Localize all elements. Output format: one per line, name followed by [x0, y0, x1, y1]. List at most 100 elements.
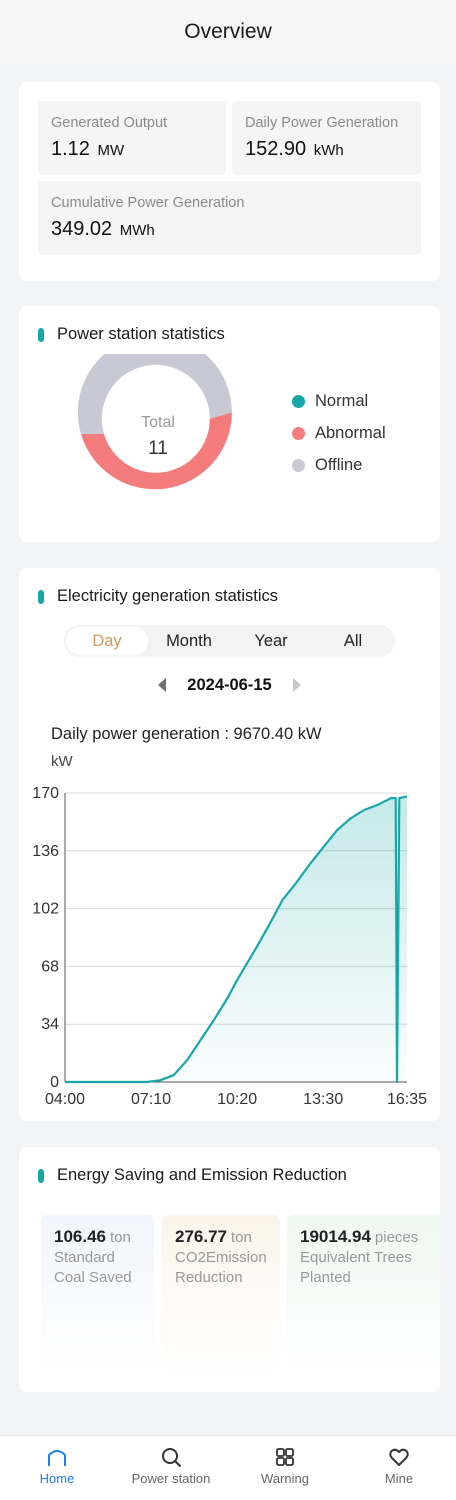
energy-trees-value-row: 19014.94 pieces [300, 1227, 427, 1247]
legend-item-offline: Offline [292, 456, 362, 475]
daily-generation-value: 152.90 [245, 138, 307, 160]
energy-co2-label-2: Reduction [175, 1269, 243, 1286]
station-stats-title: Power station statistics [57, 325, 225, 343]
energy-trees-label-2: Planted [300, 1269, 351, 1286]
station-stats-header: Power station statistics [38, 325, 225, 344]
y-tick-label: 136 [32, 843, 59, 860]
y-tick-label: 0 [50, 1074, 59, 1091]
legend-item-normal: Normal [292, 392, 368, 411]
daily-generation-value-row: 152.90 kWh [245, 138, 408, 161]
legend-dot-abnormal [292, 427, 305, 440]
energy-co2-value-row: 276.77 ton [175, 1227, 267, 1247]
legend-dot-normal [292, 395, 305, 408]
generated-output-value-row: 1.12 MW [51, 138, 213, 161]
energy-trees-value: 19014.94 [300, 1227, 371, 1246]
energy-item-coal: 106.46 ton Standard Coal Saved [41, 1215, 154, 1375]
energy-header: Energy Saving and Emission Reduction [38, 1166, 347, 1185]
next-date-arrow-icon[interactable] [292, 678, 301, 692]
daily-summary: Daily power generation : 9670.40 kW [51, 725, 322, 743]
energy-coal-unit: ton [110, 1229, 131, 1246]
energy-coal-label-2: Coal Saved [54, 1269, 132, 1286]
y-tick-label: 102 [32, 901, 59, 918]
electric-stats-title: Electricity generation statistics [57, 587, 279, 605]
electric-stats-card: Electricity generation statistics Day Mo… [19, 568, 440, 1121]
prev-date-arrow-icon[interactable] [158, 678, 167, 692]
daily-generation-box: Daily Power Generation 152.90 kWh [232, 101, 421, 175]
daily-generation-label: Daily Power Generation [245, 115, 399, 131]
nav-label-mine: Mine [384, 1471, 414, 1486]
daily-generation-unit: kWh [313, 142, 344, 159]
nav-item-warning[interactable]: Warning [228, 1446, 342, 1486]
donut-total-label: Total [141, 414, 175, 431]
energy-co2-value: 276.77 [175, 1227, 227, 1246]
generated-output-value: 1.12 [51, 138, 90, 160]
home-icon [48, 1450, 66, 1466]
x-tick-label: 10:20 [217, 1091, 257, 1108]
tab-year[interactable]: Year [254, 631, 288, 650]
nav-label-power-station: Power station [131, 1471, 211, 1486]
station-stats-card: Power station statistics Total 11 Normal… [19, 306, 440, 542]
cumulative-generation-value-row: 349.02 MWh [51, 218, 408, 241]
y-axis-unit: kW [51, 753, 73, 770]
station-donut-chart [78, 354, 232, 490]
energy-co2-label-1: CO2Emission [175, 1249, 267, 1266]
donut-slice-abnormal [81, 412, 232, 490]
x-tick-label: 13:30 [303, 1091, 343, 1108]
search-icon [162, 1448, 181, 1467]
section-marker [38, 589, 44, 604]
legend-label-offline: Offline [315, 456, 363, 474]
nav-item-power-station[interactable]: Power station [114, 1446, 228, 1486]
nav-label-warning: Warning [261, 1471, 309, 1486]
cumulative-generation-unit: MWh [119, 222, 155, 239]
generated-output-label: Generated Output [51, 115, 168, 131]
tab-day[interactable]: Day [66, 627, 148, 655]
legend-label-abnormal: Abnormal [315, 424, 386, 442]
legend-label-normal: Normal [315, 392, 369, 410]
nav-label-home: Home [39, 1471, 75, 1486]
overview-card: Generated Output 1.12 MW Daily Power Gen… [19, 82, 440, 281]
electric-stats-header: Electricity generation statistics [38, 587, 278, 606]
y-tick-label: 34 [41, 1016, 59, 1033]
donut-total-value: 11 [148, 438, 168, 459]
energy-co2-unit: ton [231, 1229, 252, 1246]
energy-trees-unit: pieces [374, 1229, 419, 1246]
energy-coal-value: 106.46 [54, 1227, 106, 1246]
section-marker [38, 1168, 44, 1183]
bottom-nav: Home Power station Warning Mine [0, 1435, 456, 1500]
y-tick-label: 68 [41, 958, 59, 975]
x-tick-label: 07:10 [131, 1091, 171, 1108]
energy-trees-label-1: Equivalent Trees [300, 1249, 412, 1266]
period-tabs: Day Month Year All [64, 625, 395, 657]
cumulative-generation-label: Cumulative Power Generation [51, 195, 245, 211]
cumulative-generation-box: Cumulative Power Generation 349.02 MWh [38, 181, 421, 255]
legend-item-abnormal: Abnormal [292, 424, 386, 443]
series-area-fill [65, 796, 407, 1082]
tab-month[interactable]: Month [166, 631, 212, 650]
energy-item-co2: 276.77 ton CO2Emission Reduction [162, 1215, 280, 1375]
grid-icon [276, 1448, 294, 1466]
energy-title: Energy Saving and Emission Reduction [57, 1166, 347, 1184]
tab-all[interactable]: All [343, 631, 363, 650]
legend-dot-offline [292, 459, 305, 472]
nav-item-home[interactable]: Home [0, 1446, 114, 1486]
page-title: Overview [184, 20, 272, 43]
cumulative-generation-value: 349.02 [51, 218, 113, 240]
x-tick-label: 04:00 [45, 1091, 85, 1108]
generated-output-box: Generated Output 1.12 MW [38, 101, 226, 175]
selected-date[interactable]: 2024-06-15 [187, 675, 272, 694]
energy-card: Energy Saving and Emission Reduction 106… [19, 1147, 440, 1392]
energy-item-trees: 19014.94 pieces Equivalent Trees Planted [287, 1215, 440, 1375]
energy-coal-value-row: 106.46 ton [54, 1227, 141, 1247]
generated-output-unit: MW [97, 142, 125, 159]
generation-area-chart: 0 34 68 102 136 170 04:00 07:10 10:20 13:30 16:35 [32, 785, 427, 1108]
section-marker [38, 327, 44, 342]
energy-coal-label-1: Standard [54, 1249, 115, 1266]
y-tick-label: 170 [32, 785, 59, 802]
heart-icon [389, 1448, 409, 1466]
nav-item-mine[interactable]: Mine [342, 1446, 456, 1486]
donut-slice-offline [78, 354, 232, 434]
x-tick-label: 16:35 [387, 1091, 427, 1108]
date-selector: 2024-06-15 [19, 673, 440, 697]
series-line [65, 795, 408, 1084]
page-header: Overview [0, 0, 456, 64]
